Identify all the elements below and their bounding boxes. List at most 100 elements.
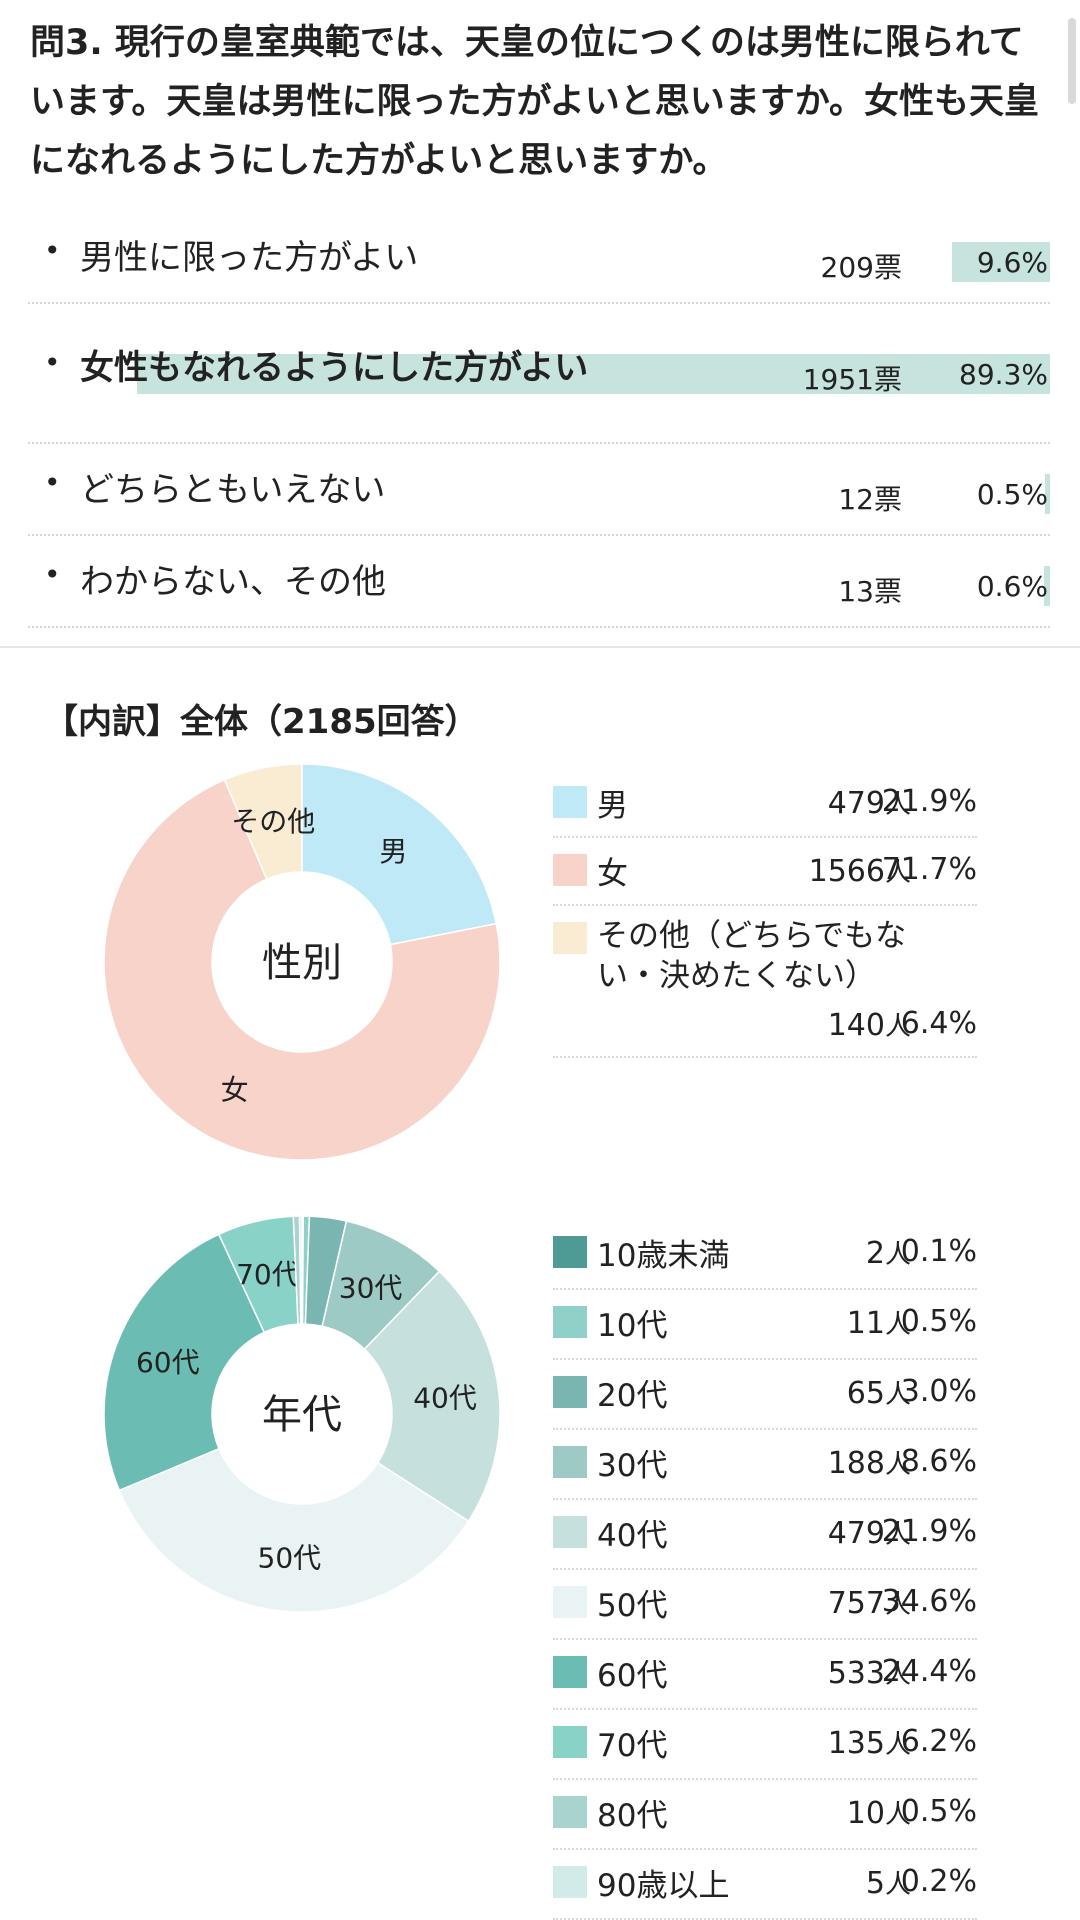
- legend-row: 40代 479人 21.9%: [553, 1500, 977, 1570]
- option-percent: 9.6%: [976, 246, 1048, 279]
- legend-swatch: [553, 922, 587, 954]
- legend-count: 479人: [827, 1516, 911, 1551]
- donut-center-title: 年代: [262, 1392, 342, 1438]
- slice-label: 男: [379, 835, 407, 868]
- legend-percent: 0.5%: [900, 1794, 977, 1829]
- legend-percent: 6.2%: [900, 1724, 977, 1759]
- legend-percent: 34.6%: [881, 1584, 977, 1619]
- legend-count: 479人: [827, 786, 911, 821]
- poll-option[interactable]: • 女性もなれるようにした方がよい 1951票 89.3%: [28, 304, 1050, 444]
- option-votes: 1951票: [802, 363, 902, 396]
- legend-label: 10代: [597, 1308, 668, 1344]
- legend-label: 60代: [597, 1658, 668, 1694]
- legend-swatch: [553, 1866, 587, 1898]
- poll-option[interactable]: • どちらともいえない 12票 0.5%: [28, 444, 1050, 536]
- legend-label: その他（どちらでもない・決めたくない）: [597, 918, 907, 994]
- legend-swatch: [553, 1796, 587, 1828]
- gender-legend: 男 479人 21.9% 女 1566人 71.7% その他（どちらでもない・決めたくない）…: [553, 770, 977, 1058]
- donut-slice: [298, 1215, 303, 1325]
- donut-slice: [223, 763, 303, 881]
- legend-swatch: [553, 1236, 587, 1268]
- legend-label: 30代: [597, 1448, 668, 1484]
- legend-label: 20代: [597, 1378, 668, 1414]
- legend-percent: 24.4%: [881, 1654, 977, 1689]
- option-label: 女性もなれるようにした方がよい: [80, 348, 589, 388]
- legend-count: 1566人: [808, 854, 911, 889]
- legend-row: 60代 533人 24.4%: [553, 1640, 977, 1710]
- slice-label: その他: [231, 805, 315, 838]
- donut-center-title: 性別: [262, 940, 342, 986]
- option-votes: 13票: [838, 575, 902, 608]
- slice-label: 30代: [339, 1271, 403, 1304]
- scrollbar[interactable]: [1068, 18, 1076, 104]
- legend-swatch: [553, 1516, 587, 1548]
- legend-count: 135人: [827, 1726, 911, 1761]
- slice-label: 60代: [136, 1346, 200, 1379]
- legend-percent: 0.2%: [900, 1864, 977, 1899]
- bullet-icon: •: [44, 466, 61, 499]
- slice-label: 50代: [258, 1541, 322, 1574]
- slice-label: 40代: [413, 1381, 477, 1414]
- legend-row: 30代 188人 8.6%: [553, 1430, 977, 1500]
- bullet-icon: •: [44, 346, 61, 379]
- legend-percent: 6.4%: [900, 1006, 977, 1041]
- legend-swatch: [553, 1306, 587, 1338]
- legend-percent: 0.1%: [900, 1234, 977, 1269]
- legend-row: 80代 10人 0.5%: [553, 1780, 977, 1850]
- legend-label: 40代: [597, 1518, 668, 1554]
- donut-slice: [103, 1233, 266, 1492]
- question-text: 問3. 現行の皇室典範では、天皇の位につくのは男性に限られています。天皇は男性に…: [30, 23, 1040, 181]
- option-label: 男性に限った方がよい: [80, 238, 419, 278]
- legend-label: 90歳以上: [597, 1868, 730, 1904]
- legend-count: 10人: [846, 1796, 911, 1831]
- legend-count: 11人: [846, 1306, 911, 1341]
- option-votes: 209票: [820, 251, 902, 284]
- donut-slice: [363, 1270, 501, 1523]
- legend-percent: 8.6%: [900, 1444, 977, 1479]
- legend-swatch: [553, 1726, 587, 1758]
- legend-label: 女: [597, 856, 628, 892]
- legend-label: 10歳未満: [597, 1238, 730, 1274]
- section-divider: [0, 646, 1080, 648]
- option-percent: 0.5%: [976, 478, 1048, 511]
- donut-slice: [118, 1447, 470, 1613]
- bullet-icon: •: [44, 558, 61, 591]
- legend-row: 20代 65人 3.0%: [553, 1360, 977, 1430]
- donut-slice: [103, 778, 501, 1161]
- legend-swatch: [553, 854, 587, 886]
- legend-row: 女 1566人 71.7%: [553, 838, 977, 906]
- option-votes: 12票: [838, 483, 902, 516]
- legend-count: 533人: [827, 1656, 911, 1691]
- legend-swatch: [553, 1446, 587, 1478]
- slice-label: 70代: [236, 1258, 300, 1291]
- legend-count: 140人: [827, 1008, 911, 1043]
- option-percent: 0.6%: [976, 570, 1048, 603]
- legend-percent: 21.9%: [881, 784, 977, 819]
- legend-swatch: [553, 1376, 587, 1408]
- bullet-icon: •: [44, 234, 61, 267]
- legend-count: 2人: [865, 1236, 911, 1271]
- option-result-bar: [1044, 474, 1050, 514]
- age-legend: 10歳未満 2人 0.1% 10代 11人 0.5% 20代 65人 3.0% 30代 188人 8.…: [553, 1220, 977, 1920]
- legend-label: 80代: [597, 1798, 668, 1834]
- legend-row: 90歳以上 5人 0.2%: [553, 1850, 977, 1920]
- option-label: わからない、その他: [80, 562, 386, 602]
- option-percent: 89.3%: [959, 358, 1048, 391]
- legend-percent: 21.9%: [881, 1514, 977, 1549]
- legend-count: 5人: [865, 1866, 911, 1901]
- donut-slice: [301, 763, 498, 946]
- legend-swatch: [553, 1586, 587, 1618]
- legend-count: 188人: [827, 1446, 911, 1481]
- poll-option[interactable]: • わからない、その他 13票 0.6%: [28, 536, 1050, 628]
- slice-label: 女: [221, 1073, 249, 1106]
- poll-option[interactable]: • 男性に限った方がよい 209票 9.6%: [28, 230, 1050, 304]
- legend-row: その他（どちらでもない・決めたくない） 140人 6.4%: [553, 906, 977, 1058]
- legend-row: 50代 757人 34.6%: [553, 1570, 977, 1640]
- legend-count: 65人: [846, 1376, 911, 1411]
- legend-percent: 71.7%: [881, 852, 977, 887]
- option-result-bar: [1043, 566, 1050, 606]
- legend-label: 男: [597, 788, 628, 824]
- option-label: どちらともいえない: [80, 470, 386, 510]
